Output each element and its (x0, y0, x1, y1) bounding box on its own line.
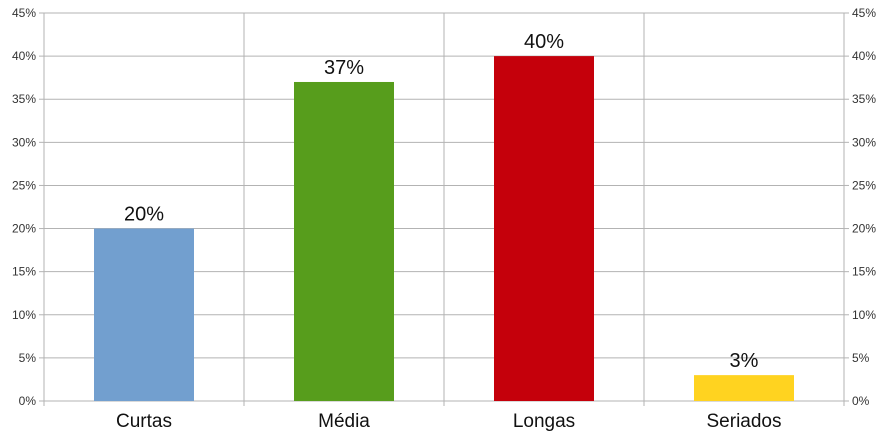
gridlines (39, 12, 849, 406)
bar-curtas (94, 228, 194, 401)
y-axis-right: 0% 5% 10% 15% 20% 25% 30% 35% 40% 45% (852, 6, 876, 408)
y-tick-label-right: 5% (852, 351, 870, 365)
y-tick-label-left: 45% (12, 6, 36, 20)
data-label: 40% (524, 31, 564, 53)
y-tick-label-right: 35% (852, 92, 876, 106)
y-tick-label-right: 15% (852, 265, 876, 279)
x-tick-label: Seriados (707, 411, 782, 432)
data-labels: 20% 37% 40% 3% (124, 31, 759, 372)
data-label: 3% (730, 350, 759, 372)
y-tick-label-right: 25% (852, 178, 876, 192)
y-tick-label-left: 30% (12, 135, 36, 149)
y-tick-label-left: 15% (12, 265, 36, 279)
y-tick-label-left: 40% (12, 49, 36, 63)
x-tick-label: Longas (513, 411, 575, 432)
y-tick-label-left: 25% (12, 178, 36, 192)
x-tick-label: Média (318, 411, 370, 432)
y-tick-label-right: 45% (852, 6, 876, 20)
y-tick-label-left: 10% (12, 308, 36, 322)
bars (94, 56, 794, 401)
bar-média (294, 81, 394, 401)
y-tick-label-left: 20% (12, 222, 36, 236)
y-tick-label-right: 0% (852, 394, 870, 408)
data-label: 20% (124, 204, 164, 226)
y-tick-label-left: 35% (12, 92, 36, 106)
bar-longas (494, 56, 594, 401)
y-tick-label-left: 0% (19, 394, 37, 408)
y-tick-label-right: 40% (852, 49, 876, 63)
data-label: 37% (324, 57, 364, 79)
y-axis-left: 0% 5% 10% 15% 20% 25% 30% 35% 40% 45% (12, 6, 36, 408)
x-tick-label: Curtas (116, 411, 172, 432)
y-tick-label-right: 10% (852, 308, 876, 322)
bar-seriados (694, 375, 794, 401)
y-tick-label-right: 30% (852, 135, 876, 149)
y-tick-label-left: 5% (19, 351, 37, 365)
x-axis: Curtas Média Longas Seriados (116, 411, 781, 432)
y-tick-label-right: 20% (852, 222, 876, 236)
